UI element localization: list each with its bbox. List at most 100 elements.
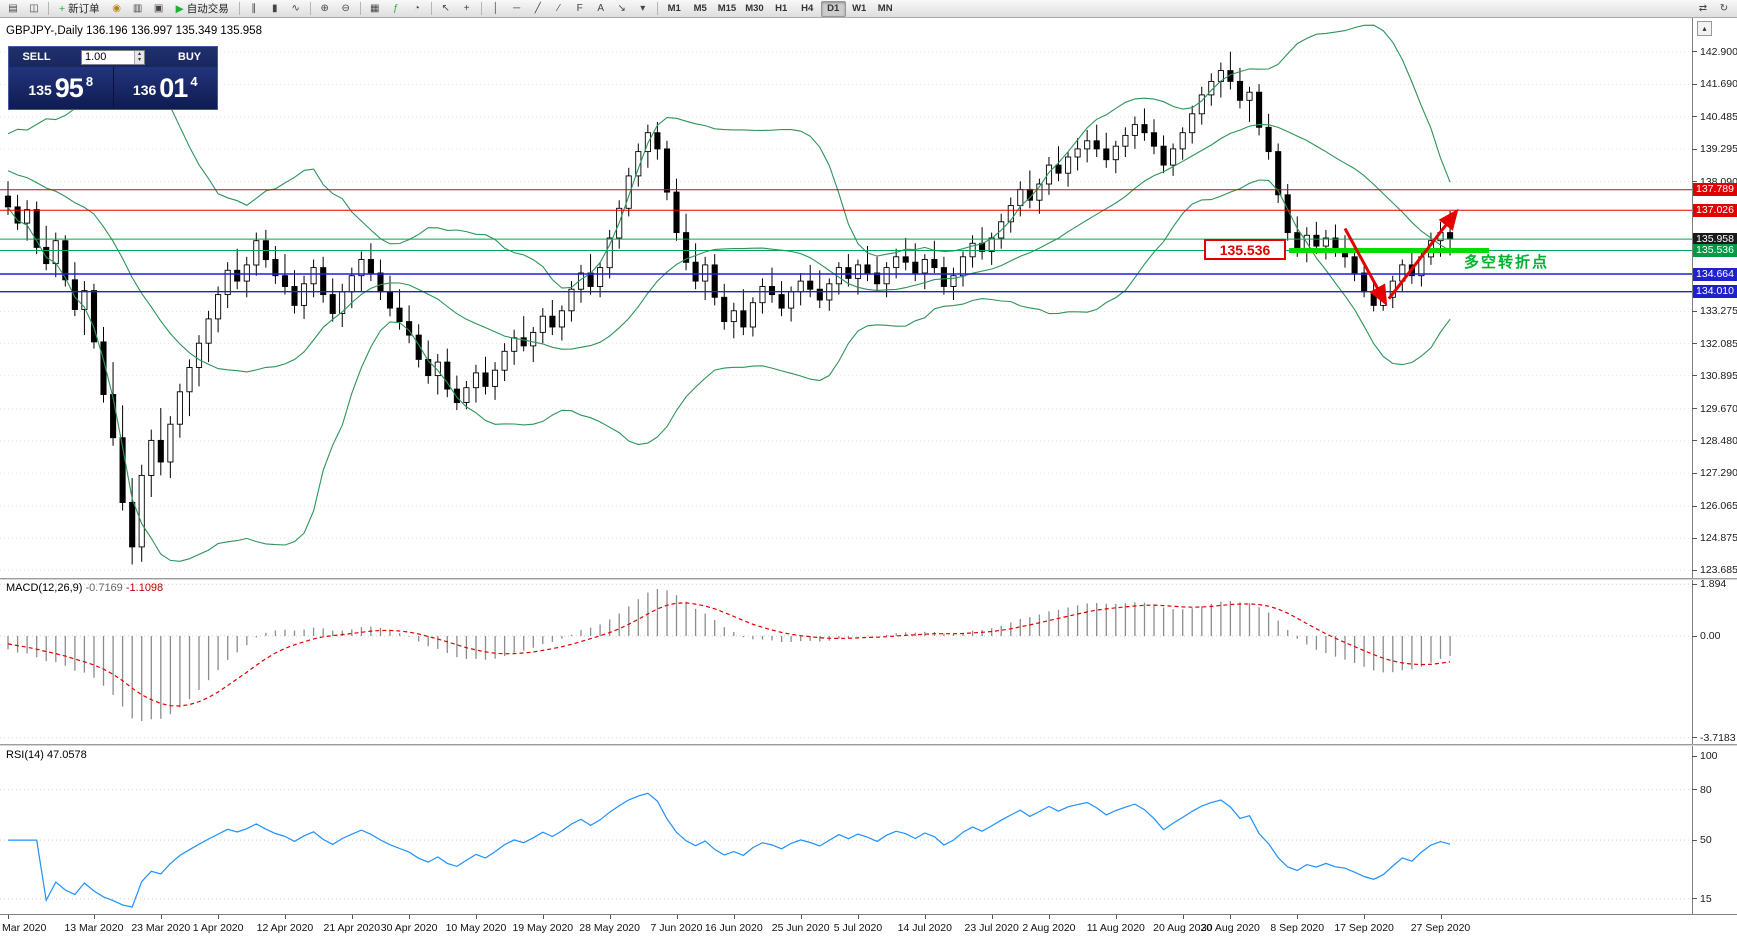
macd-tick-label: 1.894: [1700, 578, 1727, 591]
terminal-icon[interactable]: ▣: [153, 3, 164, 14]
rsi-label: RSI(14) 47.0578: [6, 749, 87, 761]
chart-profiles-icon[interactable]: ◫: [29, 3, 39, 14]
toolbar-separator: [359, 2, 361, 15]
macd-signal-value: -1.1098: [125, 582, 164, 594]
sell-price-button[interactable]: 135 95 8: [9, 67, 114, 109]
price-tick-label: 132.085: [1700, 337, 1737, 350]
time-tick: [924, 915, 926, 919]
toolbar-separator: [480, 2, 482, 15]
timeframe-mn-button[interactable]: MN: [877, 3, 893, 14]
volume-down-icon[interactable]: ▾: [135, 57, 144, 64]
tile-windows-icon[interactable]: ▦: [369, 3, 380, 14]
arrow-tools-icon[interactable]: ↘: [617, 3, 626, 14]
support-price-label[interactable]: 135.536: [1204, 239, 1286, 260]
volume-stepper[interactable]: ▴ ▾: [134, 50, 144, 64]
timeframe-d1-button[interactable]: D1: [820, 0, 846, 17]
price-tick-label-tick: [1692, 440, 1697, 442]
new-chart-icon[interactable]: ▤: [8, 3, 18, 14]
candlestick-chart-icon[interactable]: ▮: [271, 3, 278, 14]
time-tick: [609, 915, 611, 919]
buy-button[interactable]: BUY: [177, 51, 202, 63]
time-tick: [1182, 915, 1184, 919]
time-axis-label: 13 Mar 2020: [64, 922, 124, 934]
time-tick: [1297, 915, 1299, 919]
auto-trading-button[interactable]: ▶ 自动交易: [170, 0, 235, 17]
rsi-tick-label-tick: [1692, 755, 1697, 757]
macd-tick-label: -3.7183: [1700, 731, 1736, 744]
time-tick: [8, 915, 9, 919]
chart-scroll-up-button[interactable]: ▴: [1697, 21, 1712, 36]
price-chart-canvas[interactable]: [0, 18, 1692, 578]
toolbar-separator: [309, 2, 311, 15]
chart-title: GBPJPY-,Daily 136.196 136.997 135.349 13…: [6, 25, 262, 37]
cursor-icon[interactable]: ↖: [441, 3, 450, 14]
rsi-tick-label: 80: [1700, 783, 1712, 796]
horizontal-line-icon[interactable]: ─: [513, 3, 521, 14]
vertical-line-icon[interactable]: │: [492, 3, 499, 14]
periods-icon[interactable]: ◔: [413, 3, 420, 14]
symbol-period-label: GBPJPY-,Daily: [6, 25, 83, 37]
time-tick: [857, 915, 859, 919]
timeframe-m1-button[interactable]: M1: [667, 3, 681, 14]
time-tick: [93, 915, 95, 919]
rsi-indicator-canvas[interactable]: [0, 746, 1692, 914]
fibonacci-icon[interactable]: F: [576, 3, 583, 14]
volume-up-icon[interactable]: ▴: [135, 50, 144, 57]
timeframe-w1-button[interactable]: W1: [852, 3, 867, 14]
crosshair-icon[interactable]: +: [463, 3, 470, 14]
volume-input[interactable]: [82, 50, 134, 64]
time-tick: [160, 915, 162, 919]
time-tick: [409, 915, 411, 919]
pivot-annotation-text[interactable]: 多空转折点: [1464, 254, 1550, 271]
buy-price-button[interactable]: 136 01 4: [114, 67, 218, 109]
price-tick-label: 133.275: [1700, 305, 1737, 318]
time-axis-label: 28 May 2020: [579, 922, 640, 934]
time-tick: [733, 915, 735, 919]
timeframe-m30-button[interactable]: M30: [745, 3, 764, 14]
macd-pane-divider[interactable]: [0, 578, 1737, 580]
price-badge: 135.958: [1693, 232, 1737, 246]
navigator-icon[interactable]: ▥: [132, 3, 143, 14]
price-badge: 137.789: [1693, 183, 1737, 197]
toolbar-separator: [48, 2, 49, 15]
time-axis-label: 7 Jun 2020: [650, 922, 703, 934]
channel-icon[interactable]: ⁄: [557, 3, 560, 14]
rsi-pane-divider[interactable]: [0, 744, 1737, 746]
toolbar: ▤ ◫ + 新订单 ◉ ▥ ▣ ▶ 自动交易 ∥ ▮ ∿ ⊕ ⊖ ▦ ƒ ◔ ↖ + │ ─ ╱ ⁄ F A ↘ ▾ M1 M5 M15 M…: [0, 0, 1737, 18]
new-order-button[interactable]: + 新订单: [53, 0, 106, 17]
time-tick: [284, 915, 286, 919]
line-chart-icon[interactable]: ∿: [291, 3, 300, 14]
time-axis-label: 21 Apr 2020: [323, 922, 381, 934]
time-axis-label: 30 Apr 2020: [380, 922, 438, 934]
time-axis-label: 5 Jul 2020: [833, 922, 883, 934]
price-badge: 137.026: [1693, 203, 1737, 217]
auto-trading-icon: ▶: [175, 2, 184, 15]
time-tick: [1230, 915, 1232, 919]
ohlc-values: 136.196 136.997 135.349 135.958: [86, 25, 262, 37]
sell-button[interactable]: SELL: [22, 51, 51, 63]
auto-scroll-icon[interactable]: ↻: [1719, 3, 1729, 14]
price-tick-label-tick: [1692, 343, 1697, 345]
bar-chart-icon[interactable]: ∥: [251, 3, 257, 14]
timeframe-h4-button[interactable]: H4: [801, 3, 814, 14]
market-watch-icon[interactable]: ◉: [112, 3, 121, 14]
time-axis-label: 11 Aug 2020: [1086, 922, 1145, 934]
macd-indicator-canvas[interactable]: [0, 580, 1692, 744]
indicators-icon[interactable]: ƒ: [392, 3, 399, 14]
chart-shift-icon[interactable]: ⇄: [1698, 3, 1708, 14]
text-label-icon[interactable]: A: [597, 3, 605, 14]
time-axis-label: 14 Jul 2020: [897, 922, 952, 934]
price-tick-label: 130.895: [1700, 369, 1737, 382]
time-axis-label: 23 Mar 2020: [131, 922, 191, 934]
timeframe-h1-button[interactable]: H1: [775, 3, 788, 14]
price-tick-label-tick: [1692, 181, 1697, 183]
timeframe-m5-button[interactable]: M5: [693, 3, 707, 14]
timeframe-m15-button[interactable]: M15: [717, 3, 737, 14]
time-axis-label: 16 Jun 2020: [704, 922, 763, 934]
dropdown-caret-icon[interactable]: ▾: [640, 3, 646, 14]
zoom-in-icon[interactable]: ⊕: [320, 3, 329, 14]
zoom-out-icon[interactable]: ⊖: [341, 3, 350, 14]
price-tick-label-tick: [1692, 375, 1697, 377]
trendline-icon[interactable]: ╱: [534, 3, 541, 14]
